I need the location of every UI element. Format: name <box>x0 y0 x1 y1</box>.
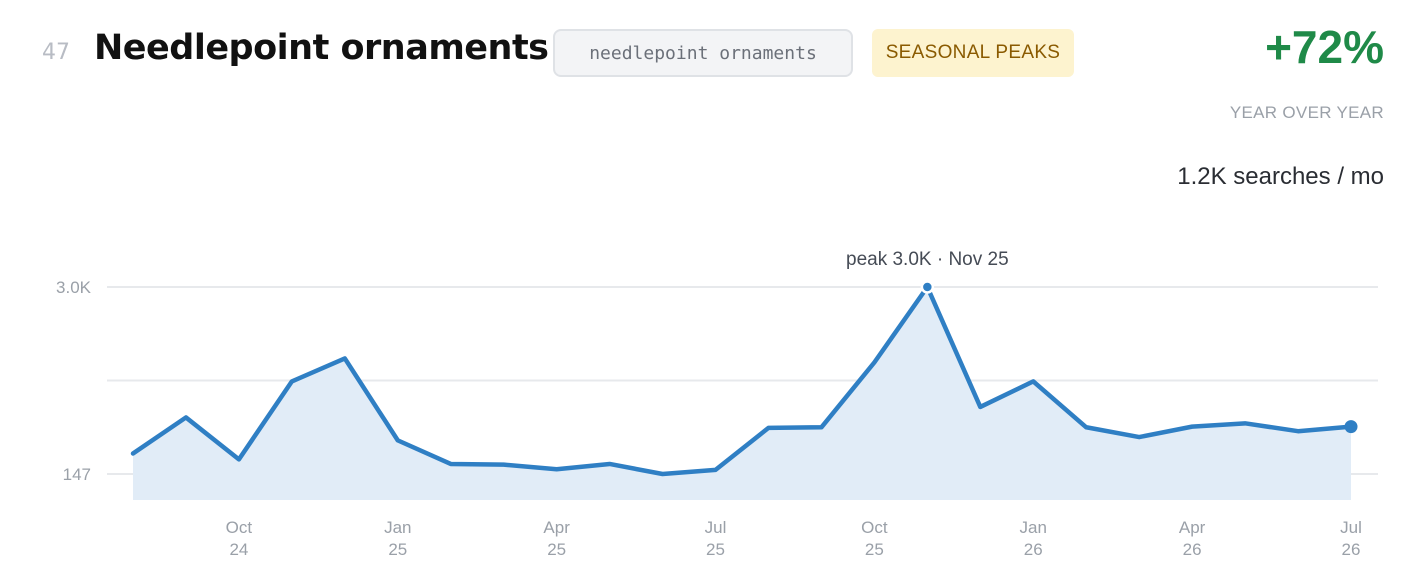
x-tick-month: Jul <box>705 518 727 537</box>
y-tick-label: 147 <box>63 465 91 484</box>
x-tick-month: Oct <box>861 518 888 537</box>
x-tick-month: Jul <box>1340 518 1362 537</box>
y-axis-ticks: 3.0K 147 <box>56 278 92 484</box>
y-tick-label: 3.0K <box>56 278 92 297</box>
data-point <box>236 456 242 462</box>
data-point <box>1242 420 1248 426</box>
data-point <box>395 437 401 443</box>
data-point <box>342 355 348 361</box>
data-point <box>713 467 719 473</box>
series-line <box>130 284 1354 477</box>
seasonal-tag-badge: SEASONAL PEAKS <box>872 29 1074 77</box>
data-point <box>818 424 824 430</box>
data-point <box>977 404 983 410</box>
data-point <box>1030 378 1036 384</box>
area-fill <box>133 287 1351 500</box>
marker-group: peak 3.0K · Nov 25 <box>130 249 1358 477</box>
x-tick-year: 26 <box>1342 540 1361 559</box>
x-tick-month: Jan <box>1020 518 1047 537</box>
data-point <box>1136 434 1142 440</box>
data-point <box>1083 424 1089 430</box>
keyword-title: Needlepoint ornaments <box>94 28 549 68</box>
x-tick-year: 24 <box>229 540 248 559</box>
query-chip[interactable]: needlepoint ornaments <box>553 29 853 77</box>
last-point-marker <box>1344 420 1358 434</box>
x-tick-year: 26 <box>1183 540 1202 559</box>
data-point <box>660 471 666 477</box>
search-volume: 1.2K searches / mo <box>1177 163 1384 190</box>
x-tick-month: Apr <box>543 518 570 537</box>
x-tick-year: 26 <box>1024 540 1043 559</box>
data-point <box>130 450 136 456</box>
data-point <box>1189 424 1195 430</box>
data-point <box>765 425 771 431</box>
yoy-growth-value: +72% <box>1265 21 1384 73</box>
x-tick-year: 25 <box>388 540 407 559</box>
data-point <box>1295 428 1301 434</box>
rank-number: 47 <box>42 40 70 65</box>
line-group <box>130 284 1354 477</box>
area-fill-group <box>133 287 1351 500</box>
peak-annotation: peak 3.0K · Nov 25 <box>846 249 1009 270</box>
x-tick-month: Jan <box>384 518 411 537</box>
data-point <box>289 378 295 384</box>
data-point <box>501 462 507 468</box>
x-axis-ticks: Oct 24 Jan 25 Apr 25 Jul 25 Oct 25 Jan 26 Apr 26 Jul 26 <box>226 518 1362 559</box>
x-tick-year: 25 <box>547 540 566 559</box>
x-tick-month: Oct <box>226 518 253 537</box>
data-point <box>448 461 454 467</box>
x-tick-year: 25 <box>865 540 884 559</box>
x-tick-year: 25 <box>706 540 725 559</box>
data-point <box>607 461 613 467</box>
data-point <box>554 466 560 472</box>
x-tick-month: Apr <box>1179 518 1206 537</box>
data-point <box>183 414 189 420</box>
peak-marker <box>920 280 935 294</box>
yoy-growth-label: YEAR OVER YEAR <box>1229 103 1384 122</box>
data-point <box>871 359 877 365</box>
